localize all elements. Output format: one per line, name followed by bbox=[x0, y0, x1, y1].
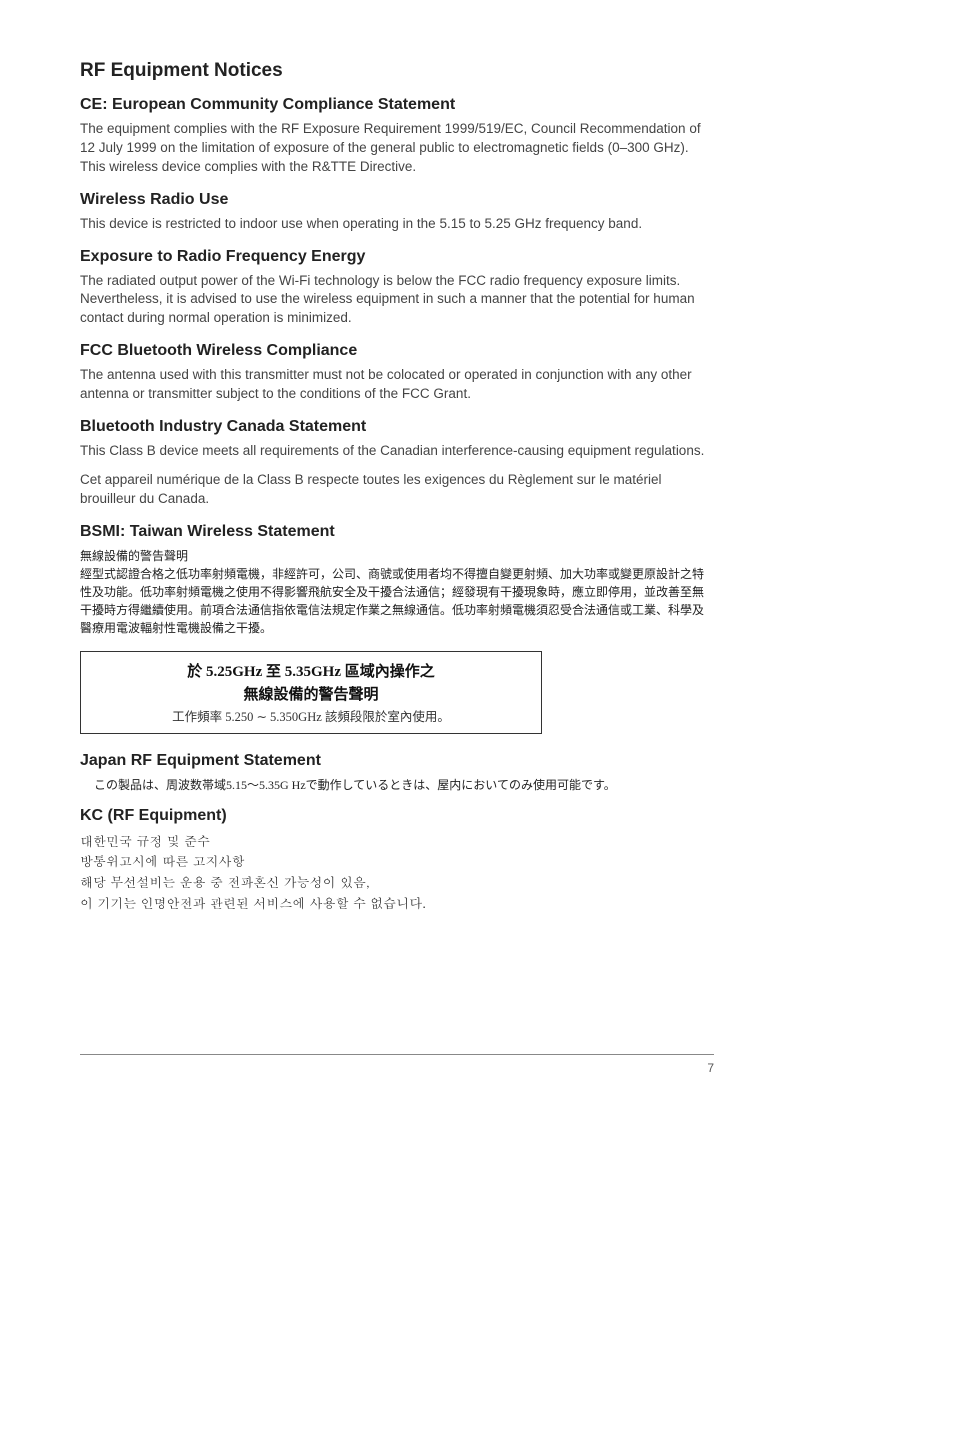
section-heading-japan: Japan RF Equipment Statement bbox=[80, 752, 714, 770]
bsmi-box-title-line1: 於 5.25GHz 至 5.35GHz 區域內操作之 bbox=[101, 660, 521, 681]
section-paragraph: The equipment complies with the RF Expos… bbox=[80, 120, 714, 177]
section-paragraph: Cet appareil numérique de la Class B res… bbox=[80, 471, 714, 509]
page-footer: 7 bbox=[80, 1054, 714, 1075]
kc-line: 대한민국 규정 및 준수 bbox=[80, 831, 714, 852]
main-heading: RF Equipment Notices bbox=[80, 60, 714, 82]
kc-line: 방통위고시에 따른 고지사항 bbox=[80, 851, 714, 872]
section-heading-bsmi: BSMI: Taiwan Wireless Statement bbox=[80, 523, 714, 541]
section-paragraph: This Class B device meets all requiremen… bbox=[80, 442, 714, 461]
section-heading-wireless-radio: Wireless Radio Use bbox=[80, 191, 714, 209]
section-heading-fcc-bluetooth: FCC Bluetooth Wireless Compliance bbox=[80, 342, 714, 360]
section-paragraph: The antenna used with this transmitter m… bbox=[80, 366, 714, 404]
kc-line: 이 기기는 인명안전과 관련된 서비스에 사용할 수 없습니다. bbox=[80, 893, 714, 914]
bsmi-cjk-body: 經型式認證合格之低功率射頻電機，非經許可，公司、商號或使用者均不得擅自變更射頻、… bbox=[80, 565, 714, 637]
section-heading-bluetooth-canada: Bluetooth Industry Canada Statement bbox=[80, 418, 714, 436]
section-heading-ce: CE: European Community Compliance Statem… bbox=[80, 96, 714, 114]
page-number: 7 bbox=[707, 1061, 714, 1075]
bsmi-cjk-title: 無線設備的警告聲明 bbox=[80, 547, 714, 565]
section-paragraph: This device is restricted to indoor use … bbox=[80, 215, 714, 234]
bsmi-box-title-line2: 無線設備的警告聲明 bbox=[101, 683, 521, 704]
section-paragraph: The radiated output power of the Wi-Fi t… bbox=[80, 272, 714, 329]
kc-block: 대한민국 규정 및 준수 방통위고시에 따른 고지사항 해당 무선설비는 운용 … bbox=[80, 831, 714, 914]
kc-line: 해당 무선설비는 운용 중 전파혼신 가능성이 있음, bbox=[80, 872, 714, 893]
section-heading-rf-energy: Exposure to Radio Frequency Energy bbox=[80, 248, 714, 266]
bsmi-box-sub: 工作頻率 5.250 ∼ 5.350GHz 該頻段限於室內使用。 bbox=[101, 706, 521, 725]
japan-statement-line: この製品は、周波数帯域5.15〜5.35G Hzで動作しているときは、屋内におい… bbox=[94, 776, 714, 793]
bsmi-boxed-notice: 於 5.25GHz 至 5.35GHz 區域內操作之 無線設備的警告聲明 工作頻… bbox=[80, 651, 542, 734]
section-heading-kc: KC (RF Equipment) bbox=[80, 807, 714, 825]
bsmi-cjk-block: 無線設備的警告聲明 經型式認證合格之低功率射頻電機，非經許可，公司、商號或使用者… bbox=[80, 547, 714, 637]
